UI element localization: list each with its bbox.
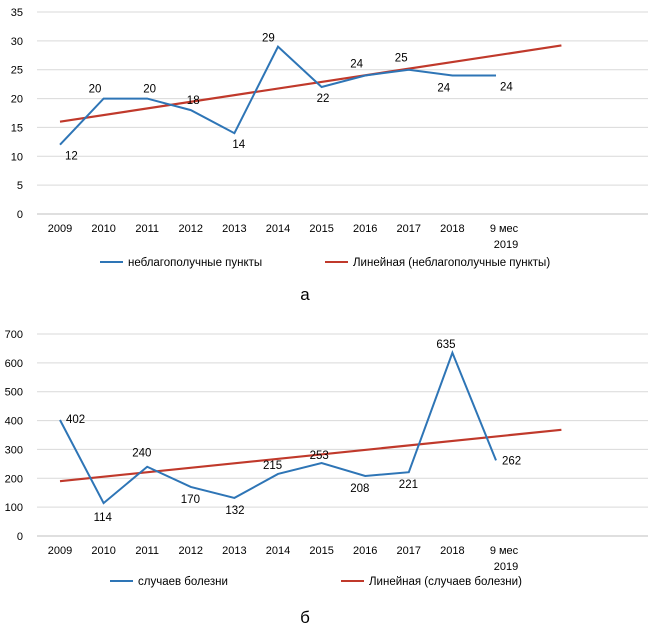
trendline [59,44,562,123]
x-tick-label: 2011 [135,545,159,557]
y-tick-label: 400 [5,416,23,428]
data-label: 132 [225,505,244,517]
y-tick-label: 5 [17,180,23,192]
data-label: 29 [262,33,275,45]
x-tick-label: 2009 [48,545,72,557]
x-tick-label: 2018 [440,545,464,557]
y-tick-label: 20 [11,94,23,106]
data-label: 208 [350,483,369,495]
x-tick-label: 2013 [222,223,246,235]
y-tick-label: 700 [5,329,23,341]
x-tick-label: 2018 [440,223,464,235]
x-tick-label: 2012 [179,545,203,557]
series-line [59,349,497,505]
y-tick-label: 200 [5,473,23,485]
data-label: 221 [399,479,418,491]
x-tick-label: 9 мес 2019 [490,223,519,251]
data-label: 24 [500,81,513,93]
x-tick-label: 2009 [48,223,72,235]
y-tick-label: 0 [17,531,23,543]
x-tick-label: 9 мес 2019 [490,545,519,573]
data-label: 253 [310,450,329,462]
data-label: 170 [181,494,200,506]
legend-label-series: неблагополучные пункты [128,257,262,269]
legend-label-trendline: Линейная (неблагополучные пункты) [353,257,550,269]
data-label: 24 [437,82,450,94]
x-tick-label: 2015 [309,545,333,557]
data-label: 18 [187,95,200,107]
y-tick-label: 600 [5,358,23,370]
chart-b: 0 100 200 300 400 500 600 700 2009 2010 2011 2012 20… [5,329,648,627]
data-label: 635 [436,339,455,351]
y-tick-label: 30 [11,36,23,48]
y-tick-label: 500 [5,387,23,399]
data-label: 14 [232,139,245,151]
x-tick-label: 2016 [353,545,377,557]
x-tick-label: 2010 [91,545,115,557]
x-tick-label: 2010 [91,223,115,235]
legend-label-trendline: Линейная (случаев болезни) [369,576,522,588]
x-tick-label: 2017 [397,545,421,557]
y-tick-label: 100 [5,502,23,514]
y-tick-label: 15 [11,122,23,134]
x-tick-label: 2011 [135,223,159,235]
data-label: 20 [143,84,156,96]
data-label: 24 [350,58,363,70]
x-tick-label: 2015 [309,223,333,235]
x-tick-label: 2012 [179,223,203,235]
y-tick-label: 300 [5,444,23,456]
y-tick-label: 10 [11,151,23,163]
x-tick-label: 2017 [397,223,421,235]
data-label: 22 [317,93,330,105]
data-label: 25 [395,53,408,65]
data-label: 20 [89,84,102,96]
chart-caption: а [300,285,310,304]
x-tick-label: 2014 [266,223,290,235]
chart-caption: б [300,608,310,627]
series-line [59,44,496,146]
data-label: 262 [502,455,521,467]
data-label: 114 [94,512,113,524]
data-label: 402 [66,414,85,426]
data-label: 240 [132,448,151,460]
x-tick-label: 2013 [222,545,246,557]
legend-label-series: случаев болезни [138,576,228,588]
trendline [59,428,562,483]
y-tick-label: 0 [17,209,23,221]
y-tick-label: 25 [11,65,23,77]
data-label: 12 [65,151,78,163]
y-tick-label: 35 [11,7,23,19]
data-label: 215 [263,460,282,472]
x-tick-label: 2016 [353,223,377,235]
x-tick-label: 2014 [266,545,290,557]
